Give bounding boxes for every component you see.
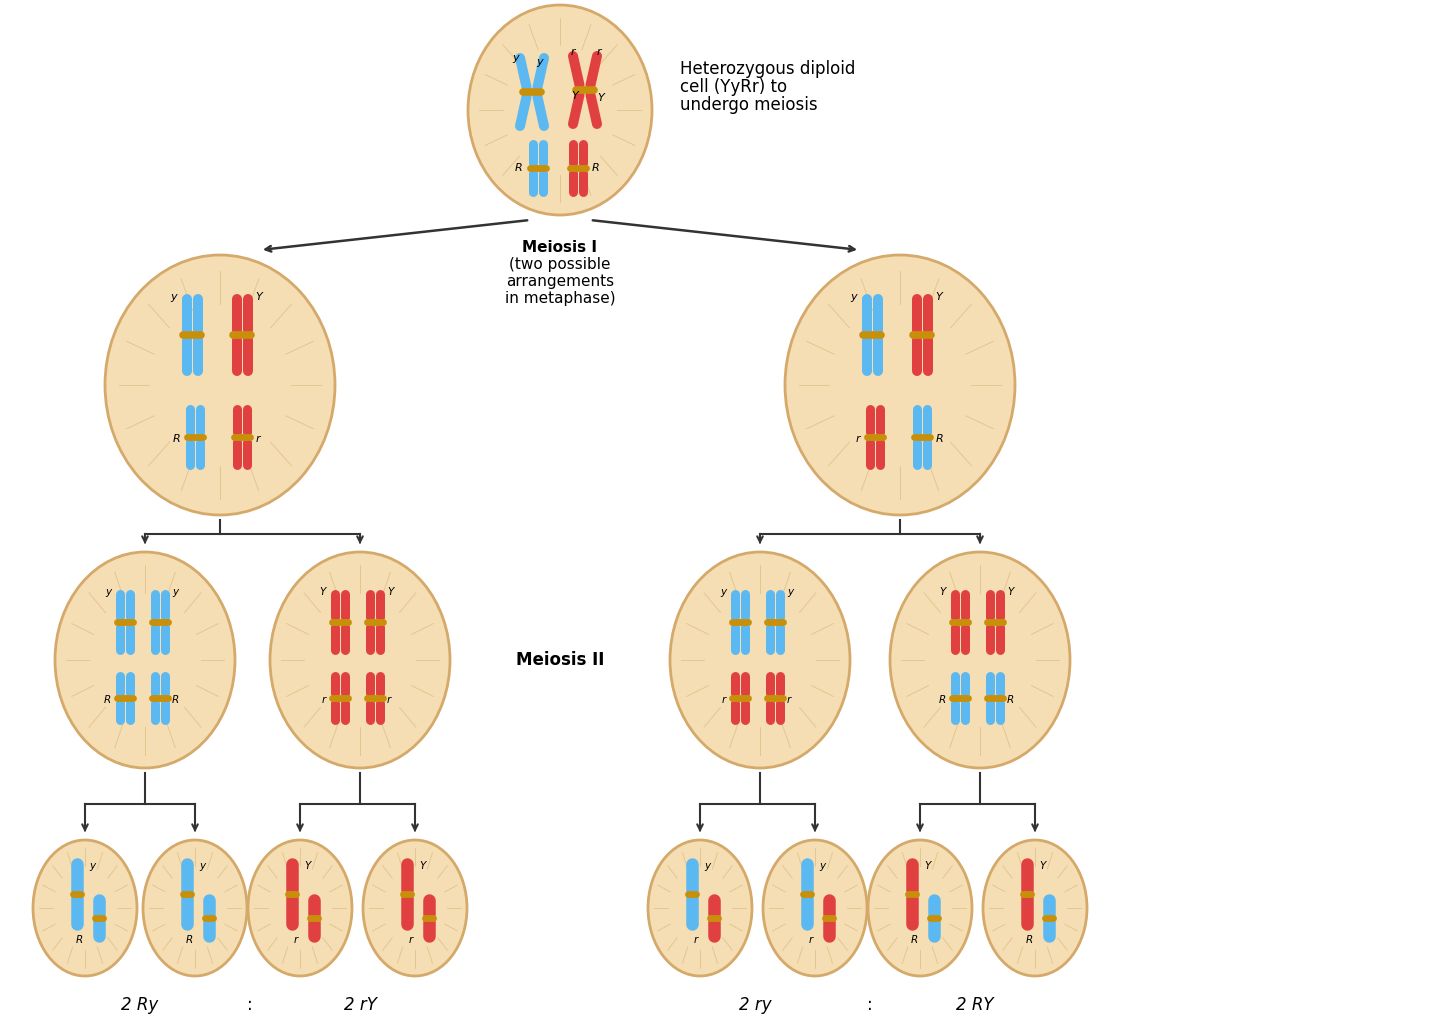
Text: Y: Y (255, 292, 262, 302)
Text: y: y (171, 587, 179, 597)
Text: r: r (721, 695, 726, 705)
Text: y: y (851, 292, 857, 302)
Text: r: r (572, 46, 576, 57)
Text: Y: Y (572, 91, 577, 101)
Ellipse shape (648, 840, 752, 976)
Text: 2 RY: 2 RY (956, 996, 994, 1014)
Text: in metaphase): in metaphase) (504, 291, 615, 306)
Ellipse shape (868, 840, 972, 976)
Text: (two possible: (two possible (510, 257, 611, 272)
Text: :: : (248, 996, 253, 1014)
Text: R: R (1025, 935, 1032, 945)
Text: y: y (199, 860, 204, 871)
Text: y: y (704, 860, 710, 871)
Text: 2 rY: 2 rY (344, 996, 376, 1014)
Text: R: R (514, 163, 521, 173)
Text: Meiosis II: Meiosis II (516, 651, 605, 669)
Text: undergo meiosis: undergo meiosis (680, 96, 818, 114)
Ellipse shape (143, 840, 248, 976)
Text: R: R (76, 935, 84, 945)
Ellipse shape (785, 255, 1015, 515)
Text: Y: Y (304, 860, 311, 871)
Text: R: R (936, 434, 943, 444)
Text: :: : (867, 996, 873, 1014)
Text: Y: Y (1040, 860, 1045, 871)
Ellipse shape (763, 840, 867, 976)
Text: R: R (171, 695, 179, 705)
Text: r: r (598, 46, 602, 57)
Text: y: y (89, 860, 95, 871)
Ellipse shape (105, 255, 336, 515)
Text: r: r (321, 695, 325, 705)
Text: y: y (819, 860, 825, 871)
Ellipse shape (271, 552, 449, 768)
Text: 2 ry: 2 ry (739, 996, 772, 1014)
Ellipse shape (363, 840, 467, 976)
Text: R: R (1007, 695, 1014, 705)
Text: y: y (536, 57, 543, 67)
Text: R: R (104, 695, 111, 705)
Text: R: R (910, 935, 919, 945)
Text: R: R (173, 434, 180, 444)
Text: Y: Y (598, 93, 603, 103)
Text: Heterozygous diploid: Heterozygous diploid (680, 60, 855, 79)
Text: y: y (105, 587, 111, 597)
Text: Y: Y (320, 587, 325, 597)
Text: Y: Y (924, 860, 930, 871)
Text: Y: Y (935, 292, 942, 302)
Text: y: y (513, 53, 518, 63)
Text: y: y (788, 587, 793, 597)
Text: cell (YyRr) to: cell (YyRr) to (680, 79, 788, 96)
Text: R: R (592, 163, 599, 173)
Text: Y: Y (419, 860, 425, 871)
Text: arrangements: arrangements (505, 274, 613, 289)
Text: r: r (809, 935, 814, 945)
Text: r: r (294, 935, 298, 945)
Text: Y: Y (387, 587, 393, 597)
Text: r: r (855, 434, 860, 444)
Ellipse shape (55, 552, 235, 768)
Ellipse shape (33, 840, 137, 976)
Text: R: R (939, 695, 946, 705)
Text: r: r (694, 935, 698, 945)
Text: 2 Ry: 2 Ry (121, 996, 158, 1014)
Text: Meiosis I: Meiosis I (523, 240, 598, 255)
Ellipse shape (890, 552, 1070, 768)
Text: y: y (170, 292, 177, 302)
Text: r: r (256, 434, 261, 444)
Ellipse shape (248, 840, 351, 976)
Ellipse shape (670, 552, 850, 768)
Text: Y: Y (1007, 587, 1014, 597)
Text: r: r (409, 935, 413, 945)
Text: y: y (720, 587, 726, 597)
Ellipse shape (468, 5, 652, 215)
Text: R: R (186, 935, 193, 945)
Text: r: r (788, 695, 791, 705)
Text: r: r (387, 695, 392, 705)
Text: Y: Y (940, 587, 946, 597)
Ellipse shape (984, 840, 1087, 976)
